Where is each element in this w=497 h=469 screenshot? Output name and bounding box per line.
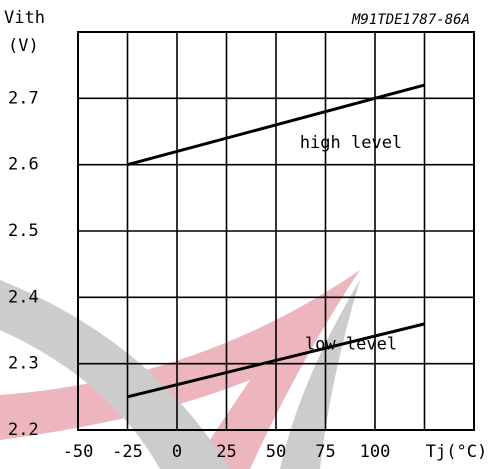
x-tick-label: 0 — [172, 442, 182, 462]
x-axis-label: Tj(°C) — [426, 442, 487, 462]
y-tick-label: 2.4 — [8, 287, 39, 307]
y-tick-label: 2.7 — [8, 88, 39, 108]
y-axis-label: Vith — [4, 8, 45, 28]
y-tick-label: 2.6 — [8, 155, 39, 175]
y-axis-unit: (V) — [8, 36, 39, 56]
y-tick-label: 2.5 — [8, 221, 39, 241]
series-label: low level — [305, 334, 397, 354]
chart: Vith (V) M91TDE1787-86A 2.2 2.3 2.4 2.5 2.6 2… — [0, 0, 497, 469]
x-tick-label: 50 — [266, 442, 286, 462]
y-tick-label: 2.2 — [8, 420, 39, 440]
watermark — [0, 270, 360, 469]
x-tick-label: -50 — [63, 442, 94, 462]
series-label: high level — [300, 133, 402, 153]
x-tick-label: 75 — [315, 442, 335, 462]
x-tick-label: 100 — [360, 442, 391, 462]
code-label: M91TDE1787-86A — [351, 12, 470, 28]
x-tick-label: 25 — [216, 442, 236, 462]
x-tick-label: -25 — [112, 442, 143, 462]
y-tick-label: 2.3 — [8, 354, 39, 374]
